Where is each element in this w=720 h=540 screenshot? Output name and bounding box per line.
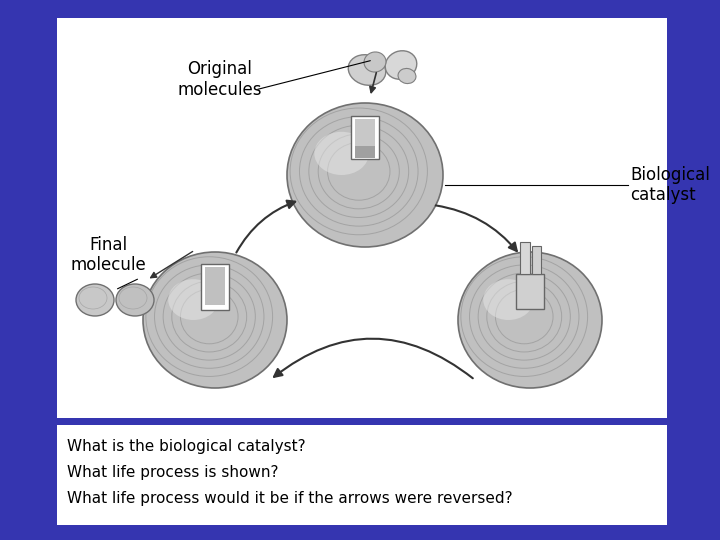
Ellipse shape — [385, 51, 417, 79]
Bar — [355, 146, 375, 158]
Ellipse shape — [483, 279, 534, 320]
Ellipse shape — [398, 69, 416, 84]
Bar — [351, 116, 379, 159]
Ellipse shape — [315, 132, 369, 175]
Ellipse shape — [458, 252, 602, 388]
Text: What is the biological catalyst?: What is the biological catalyst? — [67, 440, 305, 455]
Text: What life process is shown?: What life process is shown? — [67, 465, 279, 481]
Ellipse shape — [364, 52, 386, 72]
Bar — [205, 267, 225, 305]
Ellipse shape — [116, 284, 154, 316]
FancyArrowPatch shape — [274, 339, 473, 379]
Ellipse shape — [143, 252, 287, 388]
Bar — [520, 242, 530, 274]
Bar — [57, 18, 667, 418]
Text: Original
molecules: Original molecules — [178, 60, 262, 99]
Text: Final
molecule: Final molecule — [70, 235, 146, 274]
Ellipse shape — [348, 55, 386, 85]
Bar — [355, 119, 375, 154]
Ellipse shape — [76, 284, 114, 316]
Bar — [532, 246, 541, 274]
Bar — [201, 264, 229, 310]
Bar — [57, 425, 667, 525]
Text: What life process would it be if the arrows were reversed?: What life process would it be if the arr… — [67, 491, 513, 507]
Bar — [516, 274, 544, 309]
FancyArrowPatch shape — [236, 201, 295, 253]
FancyArrowPatch shape — [436, 205, 517, 251]
Ellipse shape — [287, 103, 443, 247]
Text: Biological
catalyst: Biological catalyst — [630, 166, 710, 205]
Ellipse shape — [168, 279, 219, 320]
